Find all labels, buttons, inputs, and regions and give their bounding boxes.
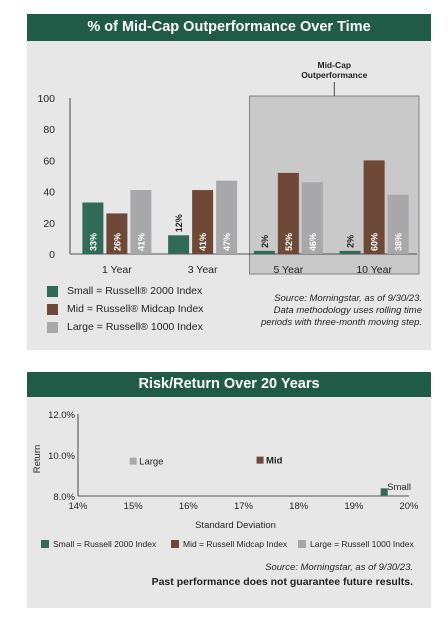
x-tick-label: 15% (124, 501, 144, 512)
legend-swatch-mid (47, 303, 58, 315)
data-label: 2% (346, 235, 356, 248)
data-label: 33% (88, 233, 98, 251)
legend-label-large: Large = Russell® 1000 Index (67, 321, 203, 333)
legend-item-large: Large = Russell® 1000 Index (47, 321, 203, 333)
data-label: 26% (112, 233, 122, 251)
bar (82, 202, 104, 254)
risk-return-panel: Risk/Return Over 20 Years 8.0% 10.0% 12.0%… (27, 372, 431, 608)
bar (130, 190, 152, 254)
outperformance-panel: % of Mid-Cap Outperformance Over Time Mi… (27, 14, 431, 350)
y-tick-label: 100 (37, 93, 55, 105)
x-tick-label: 20% (399, 501, 419, 512)
source-line-2: Data methodology uses rolling time (273, 305, 422, 316)
x-axis-title: Standard Deviation (195, 520, 276, 531)
data-label: 41% (198, 233, 208, 251)
legend-item-small: Small = Russell® 2000 Index (47, 285, 202, 297)
bar (216, 180, 238, 254)
bar (277, 172, 299, 254)
legend2-swatch-small (41, 540, 49, 548)
chart1-title: % of Mid-Cap Outperformance Over Time (27, 14, 431, 41)
bar (363, 160, 385, 254)
data-label: 38% (394, 233, 404, 251)
disclaimer: Past performance does not guarantee futu… (151, 576, 413, 588)
bar (192, 190, 214, 254)
x-tick-label: 14% (68, 501, 88, 512)
legend2-item-small: Small = Russell 2000 Index (41, 539, 156, 549)
bar (387, 194, 409, 254)
point-large (129, 457, 137, 465)
y-tick-label: 10.0% (48, 451, 75, 462)
point-mid (256, 456, 264, 464)
point-label-mid: Mid (266, 456, 283, 467)
y-axis-title: Return (32, 445, 43, 474)
x-tick-label: 19% (344, 501, 364, 512)
x-tick-label: 10 Year (356, 264, 392, 276)
legend2-label-large: Large = Russell 1000 Index (310, 539, 414, 549)
source-note-2: Source: Morningstar, as of 9/30/23. (265, 562, 413, 573)
source-line-3: periods with three-month moving step. (260, 317, 422, 328)
legend2-swatch-large (298, 540, 306, 548)
legend2-item-large: Large = Russell 1000 Index (298, 539, 414, 549)
data-label: 41% (136, 233, 146, 251)
x-tick-label: 18% (289, 501, 309, 512)
data-label: 60% (370, 233, 380, 251)
outperformance-annotation: Mid-Cap Outperformance (301, 60, 367, 80)
x-tick-label: 5 Year (273, 264, 303, 276)
legend-swatch-large (47, 321, 58, 333)
y-tick-label: 8.0% (53, 492, 75, 503)
scatter-chart: 8.0% 10.0% 12.0% 14% 15% 16% 17% 18% 19% 20% Stand… (32, 410, 419, 531)
data-label: 52% (284, 233, 294, 251)
legend-item-mid: Mid = Russell® Midcap Index (47, 303, 203, 315)
y-tick-label: 60 (43, 155, 55, 167)
y-tick-label: 0 (49, 249, 55, 261)
chart2-title: Risk/Return Over 20 Years (27, 372, 431, 397)
legend-label-small: Small = Russell® 2000 Index (67, 285, 203, 297)
legend2-swatch-mid (171, 540, 179, 548)
data-label: 46% (308, 233, 318, 251)
legend2-item-mid: Mid = Russell Midcap Index (171, 539, 287, 549)
point-small (380, 488, 388, 496)
legend-label-mid: Mid = Russell® Midcap Index (67, 303, 204, 315)
legend-swatch-small (47, 285, 58, 297)
x-tick-label: 16% (179, 501, 199, 512)
source-line-1: Source: Morningstar, as of 9/30/23. (274, 293, 422, 304)
x-tick-label: 3 Year (188, 264, 218, 276)
legend2-label-small: Small = Russell 2000 Index (53, 539, 157, 549)
bar (301, 182, 323, 254)
data-label: 2% (260, 235, 270, 248)
y-tick-label: 20 (43, 218, 55, 230)
data-label: 12% (174, 214, 184, 232)
bar (106, 213, 128, 254)
y-tick-label: 40 (43, 187, 55, 199)
bar (339, 250, 361, 254)
bar (253, 250, 275, 254)
point-label-small: Small (387, 482, 411, 493)
legend2-label-mid: Mid = Russell Midcap Index (183, 539, 288, 549)
bar-chart: Mid-Cap Outperformance 0 20 40 60 80 100 33% 26% 4… (37, 60, 420, 276)
source-note: Source: Morningstar, as of 9/30/23. Data… (232, 293, 422, 329)
x-tick-label: 1 Year (102, 264, 132, 276)
x-tick-label: 17% (234, 501, 254, 512)
y-tick-label: 12.0% (48, 410, 75, 421)
bar (168, 235, 190, 254)
y-tick-label: 80 (43, 124, 55, 136)
data-label: 47% (222, 233, 232, 251)
point-label-large: Large (139, 457, 163, 468)
